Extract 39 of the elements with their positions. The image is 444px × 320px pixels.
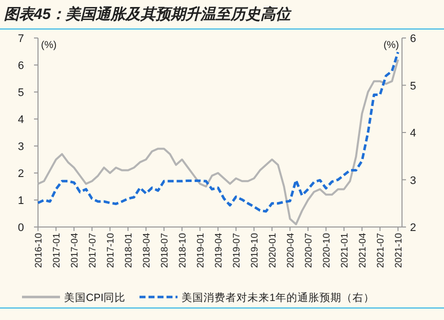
x-tick-label: 2019-10	[250, 233, 260, 268]
legend-label: 美国消费者对未来1年的通胀预期（右）	[182, 291, 374, 304]
x-tick-label: 2018-07	[160, 233, 170, 268]
y-tick-label: 3	[18, 141, 24, 153]
y2-tick-label: 6	[410, 33, 416, 45]
y2-axis-title: (%)	[383, 40, 399, 51]
x-tick-label: 2019-04	[214, 233, 224, 268]
y-tick-label: 7	[18, 33, 24, 45]
x-tick-label: 2020-10	[322, 233, 332, 268]
x-tick-label: 2016-10	[34, 233, 44, 268]
y-tick-label: 5	[18, 87, 24, 99]
y-axis-title: (%)	[41, 40, 57, 51]
y2-tick-label: 4	[410, 128, 416, 140]
x-tick-label: 2020-07	[304, 233, 314, 268]
legend-label: 美国CPI同比	[64, 291, 126, 304]
x-tick-label: 2019-07	[232, 233, 242, 268]
y2-tick-label: 2	[410, 222, 416, 234]
x-tick-label: 2021-07	[376, 233, 386, 268]
y-tick-label: 4	[18, 114, 24, 126]
x-tick-label: 2017-04	[70, 233, 80, 268]
y-tick-label: 2	[18, 168, 24, 180]
y-tick-label: 0	[18, 222, 24, 234]
x-tick-label: 2020-01	[268, 233, 278, 268]
x-tick-label: 2017-10	[106, 233, 116, 268]
x-tick-label: 2020-04	[286, 233, 296, 268]
x-tick-label: 2021-04	[358, 233, 368, 268]
x-tick-label: 2017-01	[52, 233, 62, 268]
x-tick-label: 2019-01	[196, 233, 206, 268]
title: 图表45：美国通胀及其预期升温至历史高位	[4, 6, 291, 23]
x-tick-label: 2018-04	[142, 233, 152, 268]
x-tick-label: 2021-01	[340, 233, 350, 268]
y-tick-label: 6	[18, 60, 24, 72]
x-tick-label: 2018-01	[124, 233, 134, 268]
x-tick-label: 2017-07	[88, 233, 98, 268]
y2-tick-label: 5	[410, 80, 416, 92]
x-tick-label: 2018-10	[178, 233, 188, 268]
x-tick-label: 2021-10	[394, 233, 404, 268]
y2-tick-label: 3	[410, 174, 416, 187]
y-tick-label: 1	[18, 195, 24, 207]
